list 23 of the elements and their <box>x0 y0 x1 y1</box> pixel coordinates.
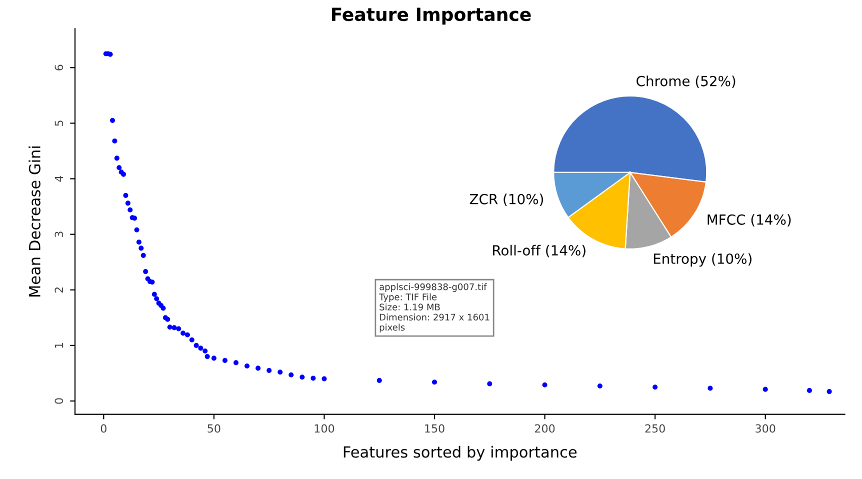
x-tick-label: 200 <box>535 424 555 433</box>
y-tick-label: 3 <box>54 232 64 238</box>
y-tick-label: 5 <box>54 120 64 126</box>
chart-title: Feature Importance <box>332 8 531 25</box>
x-tick-label: 150 <box>425 424 444 433</box>
y-tick-label: 4 <box>54 176 63 182</box>
x-tick-label: 50 <box>208 424 220 433</box>
y-tick-label: 2 <box>54 287 63 293</box>
x-tick-label: 100 <box>314 424 334 433</box>
x-axis-title: Features sorted by importance <box>344 446 577 461</box>
slice-label: Entropy (10%) <box>654 253 752 267</box>
x-tick-label: 250 <box>645 424 665 433</box>
x-tick-label: 300 <box>756 424 776 433</box>
y-tick-label: 6 <box>54 64 64 70</box>
y-axis-title: Mean Decrease Gini <box>28 146 40 297</box>
y-tick-label: 1 <box>54 342 63 348</box>
slice-label: MFCC (14%) <box>708 214 791 226</box>
annotation: applsci-999838-g007.tif Type: TIF File Size: 1.19 MB Dimension: 2917 x 1601 pixels <box>379 283 490 332</box>
slice-label: ZCR (10%) <box>470 194 544 206</box>
y-tick-label: 0 <box>54 398 64 404</box>
slice-label: Chrome (52%) <box>636 76 736 88</box>
x-tick-label: 0 <box>100 424 106 433</box>
slice-label: Roll-off (14%) <box>493 244 586 258</box>
